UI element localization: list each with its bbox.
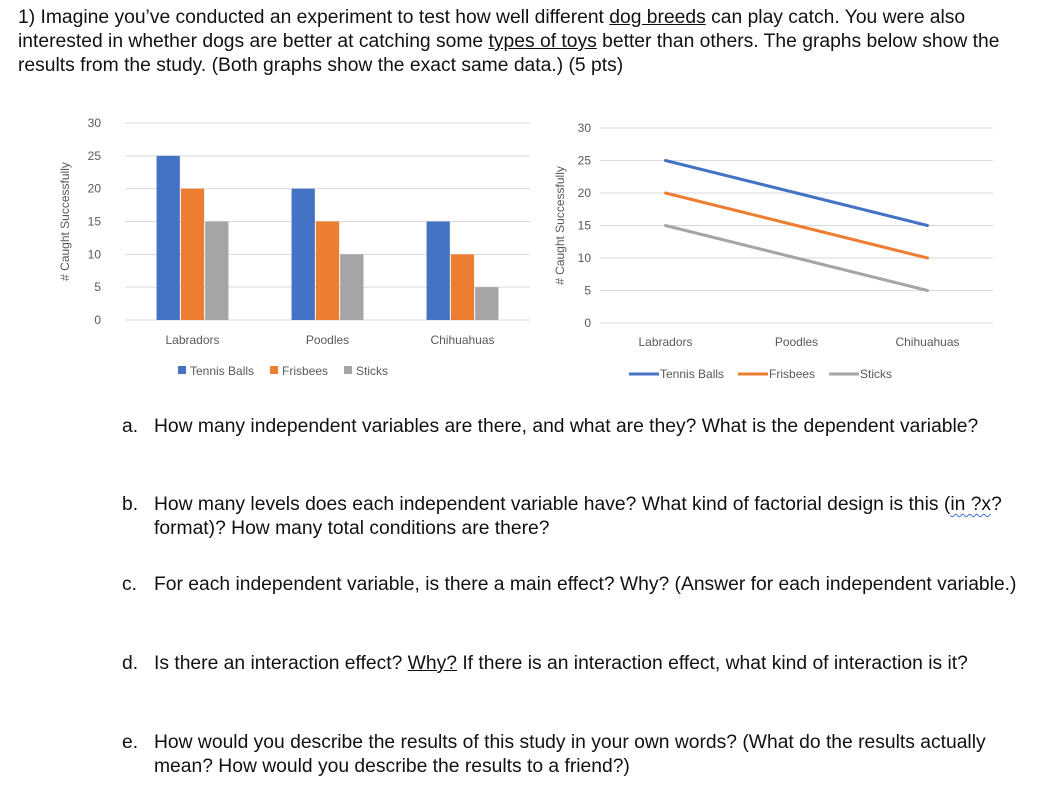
chart1-bar-tennis-balls-chihuahuas [426, 221, 450, 320]
question-c-label: c. [122, 574, 137, 595]
chart2-legend: Tennis Balls Frisbees Sticks [629, 367, 892, 381]
chart2-ytick-label: 15 [578, 219, 592, 233]
chart1-bar-sticks-labradors [205, 221, 229, 320]
chart2-line-tennis-balls [664, 159, 929, 227]
question-d-body: Is there an interaction effect? Why? If … [154, 652, 1042, 676]
chart1-legend-label-frisbees: Frisbees [282, 364, 328, 378]
question-b-text-1: How many levels does each independent va… [154, 494, 951, 515]
intro-text-2: can play catch. You were also interested… [18, 7, 966, 52]
question-b-body: How many levels does each independent va… [154, 493, 1042, 541]
question-a: a. How many independent variables are the… [122, 415, 1042, 439]
chart1-ytick-label: 0 [94, 313, 101, 327]
chart2-ytick-label: 0 [584, 316, 591, 330]
intro-underline-types-of-toys: types of toys [488, 31, 597, 52]
chart1-bar-frisbees-poodles [315, 221, 340, 320]
chart1-ytick-label: 20 [88, 182, 102, 196]
chart1-bar-tennis-balls-poodles [291, 188, 315, 320]
question-e-label: e. [122, 732, 139, 753]
chart2-legend-label-frisbees: Frisbees [769, 367, 815, 381]
question-b-label: b. [122, 494, 139, 515]
intro-text-3: better than others. The graphs below sho… [18, 31, 1000, 76]
chart2-ytick-label: 25 [578, 154, 592, 168]
chart1-bar-frisbees-labradors [180, 188, 205, 320]
question-a-label: a. [122, 416, 139, 437]
question-d-underline-why: Why? [407, 653, 457, 674]
chart1-ytick-label: 10 [88, 247, 102, 261]
chart1-category-label-chihuahuas: Chihuahuas [430, 333, 494, 347]
chart1-category-label-labradors: Labradors [165, 333, 219, 347]
chart1-bar-tennis-balls-labradors [156, 155, 180, 320]
chart1-legend-swatch-frisbees [270, 366, 279, 374]
question-d-text-2: If there is an interaction effect, what … [456, 653, 968, 674]
chart2-category-label-labradors: Labradors [638, 335, 692, 349]
question-intro: 1) Imagine you’ve conducted an experimen… [18, 6, 1043, 78]
chart1-ytick-label: 15 [88, 215, 102, 229]
chart1-legend: Tennis Balls Frisbees Sticks [178, 364, 388, 378]
chart1-legend-label-tennis-balls: Tennis Balls [190, 364, 254, 378]
chart2-line-frisbees [664, 191, 929, 260]
question-b-spellcheck-text: in ?x [950, 494, 992, 515]
chart1-bar-sticks-poodles [340, 254, 364, 320]
line-chart: 0 5 10 15 20 25 30 # Caught Successfully Labrado… [553, 121, 993, 381]
question-d: d. Is there an interaction effect? Why? I… [122, 652, 1042, 676]
question-b-text-2: ? format)? How many total conditions are… [154, 494, 1002, 539]
chart1-legend-label-sticks: Sticks [356, 364, 388, 378]
question-d-label: d. [122, 653, 139, 674]
chart2-ytick-label: 10 [578, 251, 592, 265]
chart2-y-axis-label: # Caught Successfully [553, 166, 567, 285]
chart1-category-label-poodles: Poodles [306, 333, 349, 347]
chart1-bar-frisbees-chihuahuas [450, 254, 475, 320]
chart1-bar-sticks-chihuahuas [475, 287, 499, 320]
chart2-legend-label-tennis-balls: Tennis Balls [660, 367, 724, 381]
chart2-ytick-label: 30 [578, 121, 592, 135]
question-c-text: For each independent variable, is there … [154, 574, 1017, 595]
chart1-ytick-label: 25 [88, 149, 102, 163]
chart1-legend-swatch-sticks [344, 366, 353, 374]
chart1-ytick-label: 30 [88, 116, 102, 130]
chart2-line-sticks [664, 224, 929, 292]
chart2-category-label-poodles: Poodles [775, 335, 818, 349]
chart2-ytick-label: 5 [584, 284, 591, 298]
bar-chart: 0 5 10 15 20 25 30 # Caught Successfully Labrado… [58, 116, 530, 378]
question-a-text: How many independent variables are there… [154, 416, 979, 437]
intro-underline-dog-breeds: dog breeds [609, 7, 706, 28]
chart1-ytick-label: 5 [94, 280, 101, 294]
chart1-y-axis-label: # Caught Successfully [58, 162, 72, 281]
chart2-ytick-label: 20 [578, 186, 592, 200]
chart2-legend-label-sticks: Sticks [860, 367, 892, 381]
question-e: e. How would you describe the results of … [122, 731, 1042, 779]
question-d-text-1: Is there an interaction effect? [154, 653, 408, 674]
intro-text-1: 1) Imagine you’ve conducted an experimen… [18, 7, 610, 28]
question-b: b. How many levels does each independent … [122, 493, 1042, 541]
chart2-category-label-chihuahuas: Chihuahuas [895, 335, 959, 349]
question-c: c. For each independent variable, is ther… [122, 573, 1042, 597]
chart1-legend-swatch-tennis-balls [178, 366, 186, 374]
question-e-text: How would you describe the results of th… [154, 732, 986, 777]
